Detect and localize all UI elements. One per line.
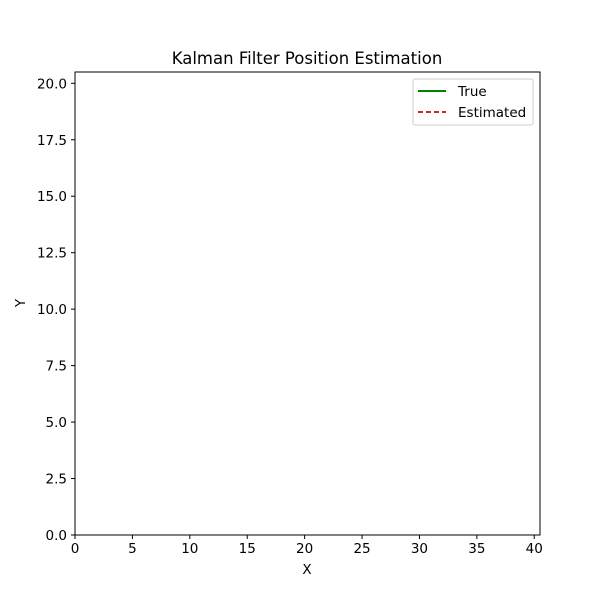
x-tick-label: 20 xyxy=(296,541,313,557)
legend-label-true: True xyxy=(457,84,487,100)
y-axis: 0.0 2.5 5.0 7.5 10.0 12.5 15.0 17.5 20.0 xyxy=(37,76,75,544)
y-tick-label: 17.5 xyxy=(37,133,67,149)
x-tick-label: 35 xyxy=(468,541,485,557)
x-tick-label: 30 xyxy=(411,541,428,557)
y-tick-label: 12.5 xyxy=(37,246,67,262)
y-tick-label: 20.0 xyxy=(37,76,67,92)
x-tick-label: 40 xyxy=(526,541,543,557)
x-tick-label: 0 xyxy=(71,541,80,557)
plot-area xyxy=(74,71,541,536)
chart-title: Kalman Filter Position Estimation xyxy=(172,49,443,68)
x-tick-label: 10 xyxy=(181,541,198,557)
y-tick-label: 5.0 xyxy=(46,415,67,431)
legend: True Estimated xyxy=(412,78,534,126)
x-axis-label: X xyxy=(302,562,311,578)
y-tick-label: 2.5 xyxy=(46,472,67,488)
y-tick-label: 7.5 xyxy=(46,359,67,375)
x-axis: 0 5 10 15 20 25 30 35 40 xyxy=(71,535,543,557)
x-tick-label: 5 xyxy=(128,541,137,557)
y-tick-label: 15.0 xyxy=(37,189,67,205)
y-axis-label: Y xyxy=(13,298,29,308)
y-tick-label: 10.0 xyxy=(37,302,67,318)
x-tick-label: 25 xyxy=(353,541,370,557)
y-tick-label: 0.0 xyxy=(46,528,67,544)
legend-label-estimated: Estimated xyxy=(458,105,526,121)
x-tick-label: 15 xyxy=(239,541,256,557)
